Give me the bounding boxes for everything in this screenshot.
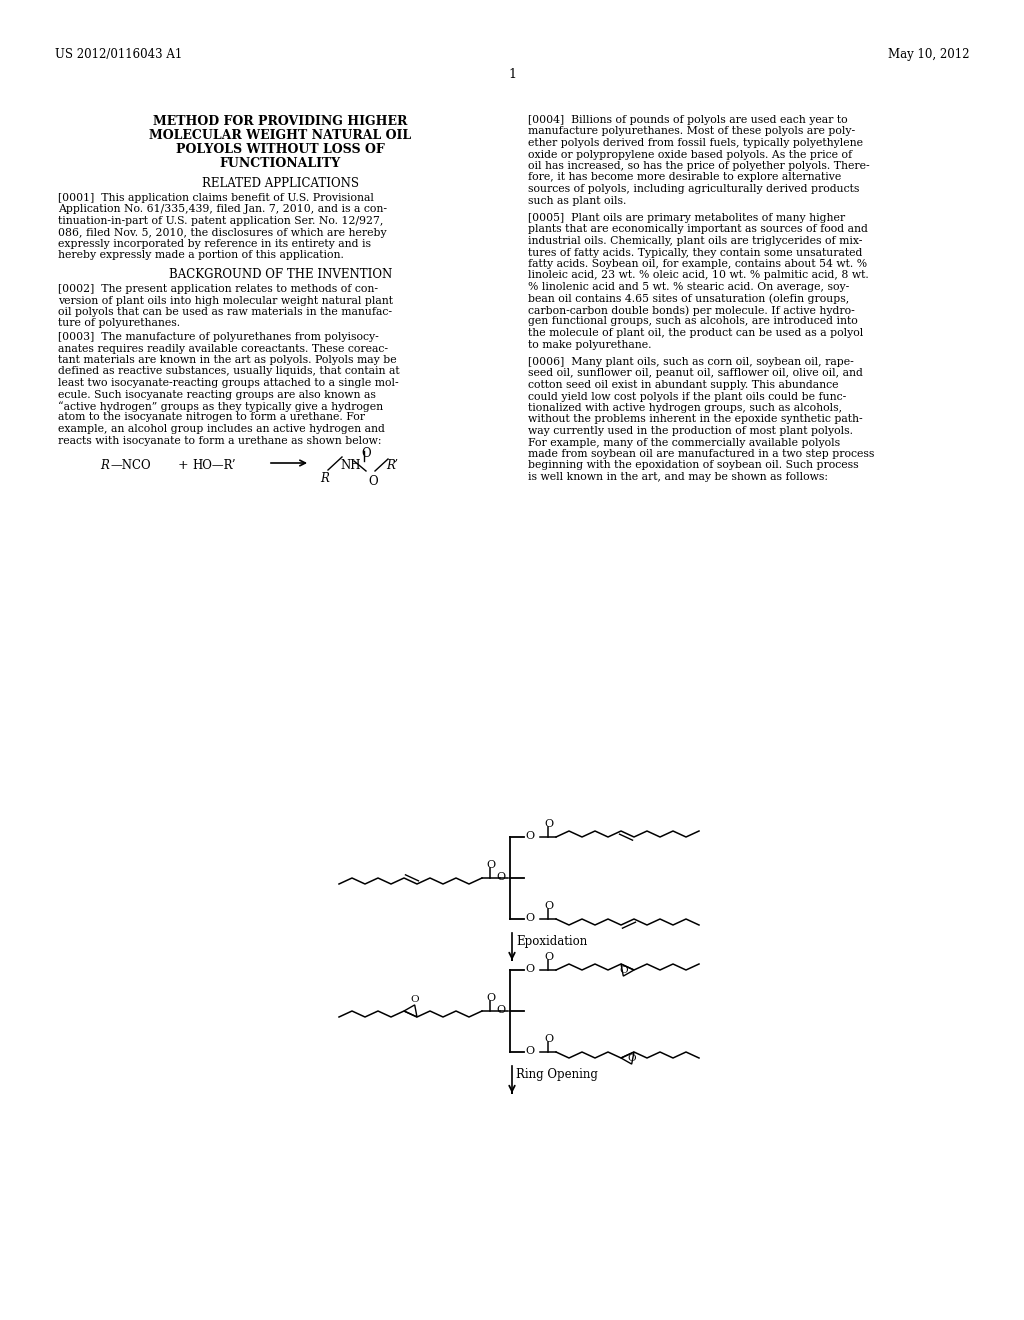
Text: R: R <box>319 473 329 484</box>
Text: [0006]  Many plant oils, such as corn oil, soybean oil, rape-: [0006] Many plant oils, such as corn oil… <box>528 356 854 367</box>
Text: O: O <box>368 475 378 488</box>
Text: the molecule of plant oil, the product can be used as a polyol: the molecule of plant oil, the product c… <box>528 327 863 338</box>
Text: [0005]  Plant oils are primary metabolites of many higher: [0005] Plant oils are primary metabolite… <box>528 213 845 223</box>
Text: such as plant oils.: such as plant oils. <box>528 195 627 206</box>
Text: fore, it has become more desirable to explore alternative: fore, it has become more desirable to ex… <box>528 173 842 182</box>
Text: plants that are economically important as sources of food and: plants that are economically important a… <box>528 224 868 235</box>
Text: oil has increased, so has the price of polyether polyols. There-: oil has increased, so has the price of p… <box>528 161 869 172</box>
Text: O: O <box>486 993 496 1003</box>
Text: gen functional groups, such as alcohols, are introduced into: gen functional groups, such as alcohols,… <box>528 317 858 326</box>
Text: [0004]  Billions of pounds of polyols are used each year to: [0004] Billions of pounds of polyols are… <box>528 115 848 125</box>
Text: without the problems inherent in the epoxide synthetic path-: without the problems inherent in the epo… <box>528 414 862 425</box>
Text: Epoxidation: Epoxidation <box>516 935 587 948</box>
Text: way currently used in the production of most plant polyols.: way currently used in the production of … <box>528 426 853 436</box>
Text: O: O <box>496 1005 505 1015</box>
Text: ecule. Such isocyanate reacting groups are also known as: ecule. Such isocyanate reacting groups a… <box>58 389 376 400</box>
Text: carbon-carbon double bonds) per molecule. If active hydro-: carbon-carbon double bonds) per molecule… <box>528 305 855 315</box>
Text: US 2012/0116043 A1: US 2012/0116043 A1 <box>55 48 182 61</box>
Text: O: O <box>361 447 371 459</box>
Text: POLYOLS WITHOUT LOSS OF: POLYOLS WITHOUT LOSS OF <box>176 143 385 156</box>
Text: hereby expressly made a portion of this application.: hereby expressly made a portion of this … <box>58 251 344 260</box>
Text: fatty acids. Soybean oil, for example, contains about 54 wt. %: fatty acids. Soybean oil, for example, c… <box>528 259 867 269</box>
Text: FUNCTIONALITY: FUNCTIONALITY <box>220 157 341 170</box>
Text: May 10, 2012: May 10, 2012 <box>889 48 970 61</box>
Text: O: O <box>525 964 535 974</box>
Text: oxide or polypropylene oxide based polyols. As the price of: oxide or polypropylene oxide based polyo… <box>528 149 852 160</box>
Text: 1: 1 <box>508 69 516 81</box>
Text: beginning with the epoxidation of soybean oil. Such process: beginning with the epoxidation of soybea… <box>528 461 859 470</box>
Text: O: O <box>544 902 553 911</box>
Text: O: O <box>620 966 628 975</box>
Text: [0002]  The present application relates to methods of con-: [0002] The present application relates t… <box>58 284 378 294</box>
Text: BACKGROUND OF THE INVENTION: BACKGROUND OF THE INVENTION <box>169 268 392 281</box>
Text: O: O <box>411 995 419 1005</box>
Text: RELATED APPLICATIONS: RELATED APPLICATIONS <box>202 177 359 190</box>
Text: ture of polyurethanes.: ture of polyurethanes. <box>58 318 180 329</box>
Text: For example, many of the commercially available polyols: For example, many of the commercially av… <box>528 437 840 447</box>
Text: Application No. 61/335,439, filed Jan. 7, 2010, and is a con-: Application No. 61/335,439, filed Jan. 7… <box>58 205 387 214</box>
Text: HO—R’: HO—R’ <box>193 459 236 473</box>
Text: [0003]  The manufacture of polyurethanes from polyisocy-: [0003] The manufacture of polyurethanes … <box>58 333 379 342</box>
Text: is well known in the art, and may be shown as follows:: is well known in the art, and may be sho… <box>528 473 828 482</box>
Text: R: R <box>100 459 109 473</box>
Text: O: O <box>628 1055 636 1063</box>
Text: METHOD FOR PROVIDING HIGHER: METHOD FOR PROVIDING HIGHER <box>154 115 408 128</box>
Text: example, an alcohol group includes an active hydrogen and: example, an alcohol group includes an ac… <box>58 424 385 434</box>
Text: tures of fatty acids. Typically, they contain some unsaturated: tures of fatty acids. Typically, they co… <box>528 248 862 257</box>
Text: could yield low cost polyols if the plant oils could be func-: could yield low cost polyols if the plan… <box>528 392 846 401</box>
Text: [0001]  This application claims benefit of U.S. Provisional: [0001] This application claims benefit o… <box>58 193 374 203</box>
Text: tant materials are known in the art as polyols. Polyols may be: tant materials are known in the art as p… <box>58 355 396 366</box>
Text: anates requires readily available coreactants. These coreac-: anates requires readily available coreac… <box>58 343 388 354</box>
Text: —NCO: —NCO <box>110 459 151 473</box>
Text: least two isocyanate-reacting groups attached to a single mol-: least two isocyanate-reacting groups att… <box>58 378 398 388</box>
Text: to make polyurethane.: to make polyurethane. <box>528 339 651 350</box>
Text: seed oil, sunflower oil, peanut oil, safflower oil, olive oil, and: seed oil, sunflower oil, peanut oil, saf… <box>528 368 863 379</box>
Text: O: O <box>544 818 553 829</box>
Text: ether polyols derived from fossil fuels, typically polyethylene: ether polyols derived from fossil fuels,… <box>528 139 863 148</box>
Text: tionalized with active hydrogen groups, such as alcohols,: tionalized with active hydrogen groups, … <box>528 403 842 413</box>
Text: linoleic acid, 23 wt. % oleic acid, 10 wt. % palmitic acid, 8 wt.: linoleic acid, 23 wt. % oleic acid, 10 w… <box>528 271 868 281</box>
Text: sources of polyols, including agriculturally derived products: sources of polyols, including agricultur… <box>528 183 859 194</box>
Text: tinuation-in-part of U.S. patent application Ser. No. 12/927,: tinuation-in-part of U.S. patent applica… <box>58 216 383 226</box>
Text: “active hydrogen” groups as they typically give a hydrogen: “active hydrogen” groups as they typical… <box>58 401 383 412</box>
Text: +: + <box>178 459 188 473</box>
Text: MOLECULAR WEIGHT NATURAL OIL: MOLECULAR WEIGHT NATURAL OIL <box>150 129 412 143</box>
Text: oil polyols that can be used as raw materials in the manufac-: oil polyols that can be used as raw mate… <box>58 308 392 317</box>
Text: expressly incorporated by reference in its entirety and is: expressly incorporated by reference in i… <box>58 239 371 249</box>
Text: reacts with isocyanate to form a urethane as shown below:: reacts with isocyanate to form a urethan… <box>58 436 382 446</box>
Text: O: O <box>496 873 505 882</box>
Text: cotton seed oil exist in abundant supply. This abundance: cotton seed oil exist in abundant supply… <box>528 380 839 389</box>
Text: Ring Opening: Ring Opening <box>516 1068 598 1081</box>
Text: manufacture polyurethanes. Most of these polyols are poly-: manufacture polyurethanes. Most of these… <box>528 127 855 136</box>
Text: O: O <box>486 861 496 870</box>
Text: industrial oils. Chemically, plant oils are triglycerides of mix-: industrial oils. Chemically, plant oils … <box>528 236 862 246</box>
Text: % linolenic acid and 5 wt. % stearic acid. On average, soy-: % linolenic acid and 5 wt. % stearic aci… <box>528 282 849 292</box>
Text: O: O <box>544 952 553 962</box>
Text: bean oil contains 4.65 sites of unsaturation (olefin groups,: bean oil contains 4.65 sites of unsatura… <box>528 293 849 304</box>
Text: defined as reactive substances, usually liquids, that contain at: defined as reactive substances, usually … <box>58 367 399 376</box>
Text: O: O <box>525 913 535 923</box>
Text: made from soybean oil are manufactured in a two step process: made from soybean oil are manufactured i… <box>528 449 874 459</box>
Text: R’: R’ <box>386 459 398 473</box>
Text: O: O <box>544 1034 553 1044</box>
Text: O: O <box>525 1045 535 1056</box>
Text: O: O <box>525 832 535 841</box>
Text: atom to the isocyanate nitrogen to form a urethane. For: atom to the isocyanate nitrogen to form … <box>58 412 365 422</box>
Text: NH: NH <box>340 459 360 473</box>
Text: version of plant oils into high molecular weight natural plant: version of plant oils into high molecula… <box>58 296 393 305</box>
Text: 086, filed Nov. 5, 2010, the disclosures of which are hereby: 086, filed Nov. 5, 2010, the disclosures… <box>58 227 387 238</box>
